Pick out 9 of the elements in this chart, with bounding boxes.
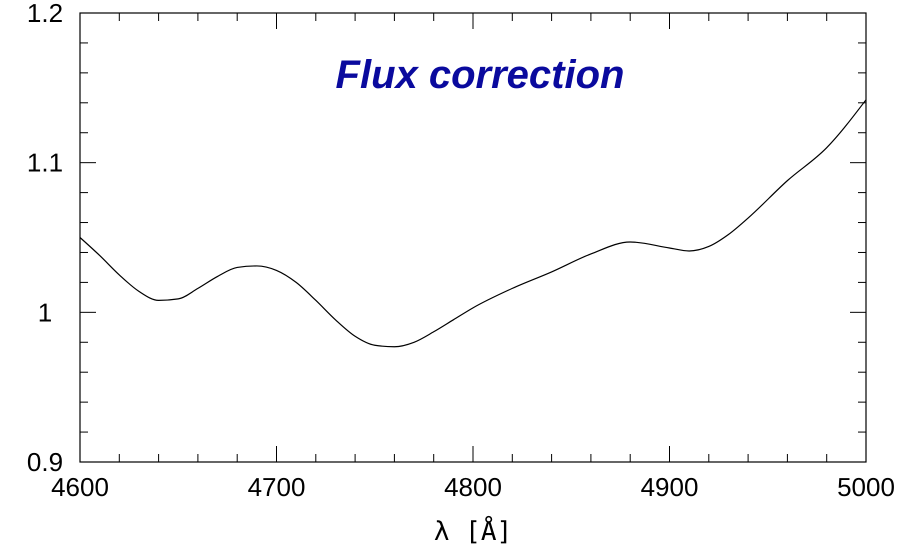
x-tick-label: 5000 [837,472,895,502]
text: Flux correction [336,53,624,97]
y-tick-label: 1.2 [26,0,64,28]
x-tick-label: 4700 [248,472,306,502]
x-tick-label: 4900 [640,472,698,502]
x-axis-title: λ [Å] [434,515,512,547]
y-tick-label: 1.1 [26,148,64,178]
y-tick-label: 1 [38,297,52,328]
x-tick-label: 4800 [444,472,502,502]
